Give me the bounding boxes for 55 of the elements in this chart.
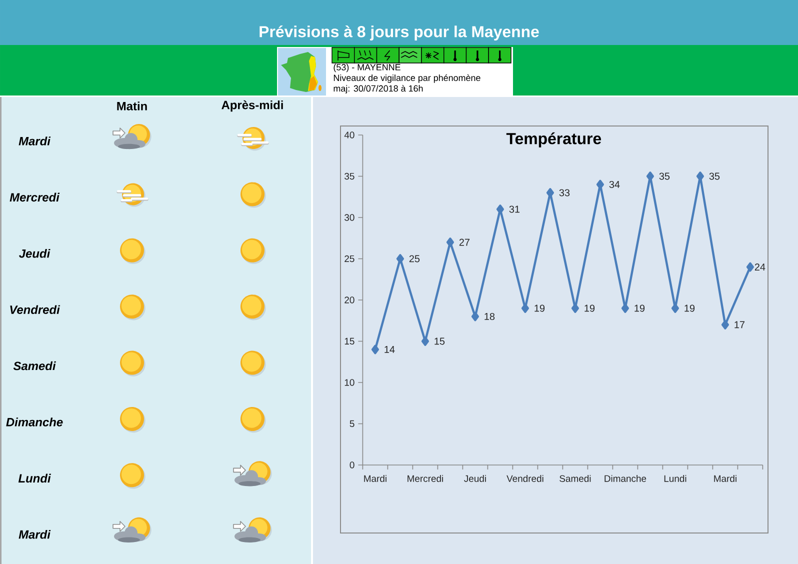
text: Prévisions à 8 jours pour la Mayenne	[260, 25, 539, 40]
chart-title: Température	[506, 132, 602, 148]
text: (53) - MAYENNE	[334, 64, 400, 72]
y-tick-label: 40	[344, 132, 354, 138]
y-tick-label: 35	[344, 172, 354, 180]
y-tick-label: 0	[350, 462, 354, 468]
data-label: 25	[409, 255, 420, 262]
data-label: 18	[484, 312, 495, 320]
y-tick-label: 25	[344, 255, 354, 262]
text: maj: 30/07/2018 à 16h	[334, 84, 423, 94]
data-label: 19	[584, 304, 595, 312]
y-tick-label: 10	[344, 379, 354, 386]
data-label: 15	[434, 338, 445, 345]
data-label: 35	[659, 172, 670, 180]
category-label: Dimanche	[6, 418, 63, 426]
x-tick-label: Samedi	[560, 475, 591, 482]
x-tick-label: Dimanche	[604, 475, 646, 482]
data-label: 19	[634, 304, 645, 312]
category-label: Vendredi	[10, 305, 60, 314]
x-tick-label: Jeudi	[464, 475, 486, 482]
text: Niveaux de vigilance par phénomène	[334, 74, 480, 83]
data-label: 35	[709, 172, 720, 180]
category-label: Jeudi	[19, 249, 50, 258]
category-label: Mardi	[18, 530, 51, 539]
point	[746, 262, 754, 272]
category-label: Après-midi	[222, 100, 283, 112]
category-label: Mercredi	[10, 192, 60, 202]
data-label: 17	[734, 321, 744, 328]
x-tick-label: Mercredi	[408, 475, 443, 482]
point	[396, 254, 404, 264]
data-label: 27	[459, 238, 470, 246]
point	[371, 344, 380, 354]
data-label: 14	[384, 346, 395, 353]
data-label: 34	[609, 180, 620, 188]
x-tick-label: Mardi	[714, 475, 736, 482]
data-label: 33	[559, 189, 570, 196]
data-label: 31	[509, 206, 520, 213]
data-label: 24	[754, 264, 766, 270]
x-tick-label: Lundi	[664, 475, 686, 482]
category-label: Matin	[117, 102, 147, 110]
data-label: 19	[534, 304, 545, 312]
category-label: Samedi	[13, 361, 56, 370]
point	[446, 238, 454, 247]
point	[721, 320, 730, 330]
x-tick-label: Mardi	[364, 475, 386, 482]
data-label: 19	[684, 304, 695, 312]
y-tick-label: 5	[350, 420, 354, 428]
y-tick-label: 15	[344, 338, 354, 345]
point	[471, 312, 480, 322]
category-label: Mardi	[18, 136, 51, 146]
point	[696, 172, 704, 181]
point	[421, 336, 430, 346]
x-tick-label: Vendredi	[506, 475, 544, 482]
y-tick-label: 30	[344, 214, 354, 221]
y-tick-label: 20	[344, 296, 354, 304]
